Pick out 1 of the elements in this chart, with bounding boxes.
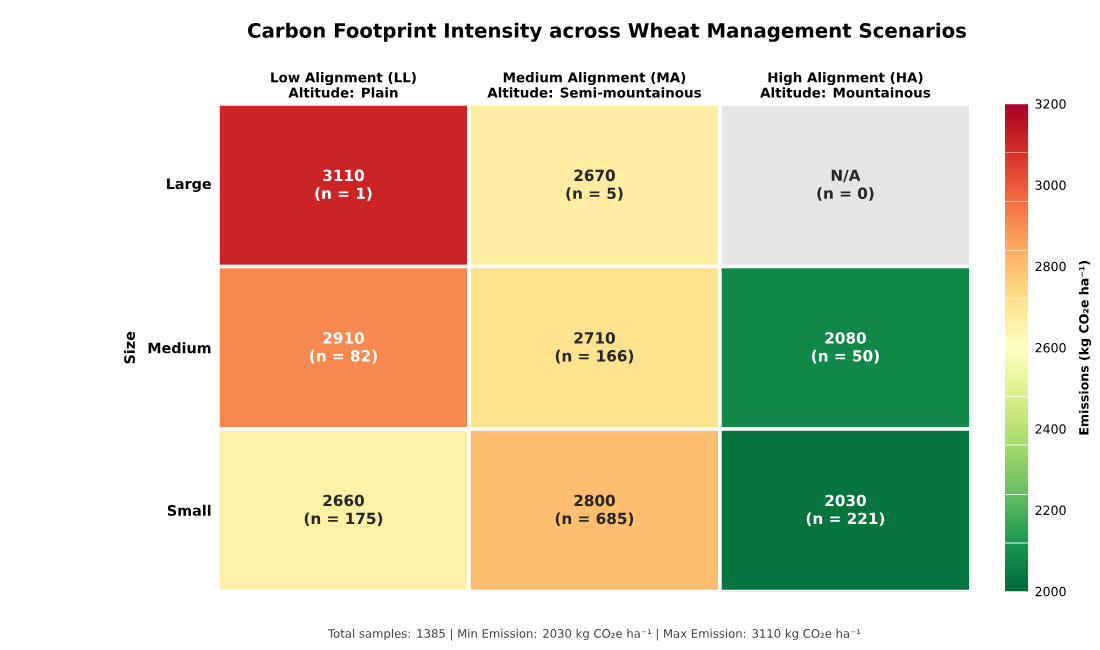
chart-title: Carbon Footprint Intensity across Wheat Management Scenarios [248,22,966,42]
